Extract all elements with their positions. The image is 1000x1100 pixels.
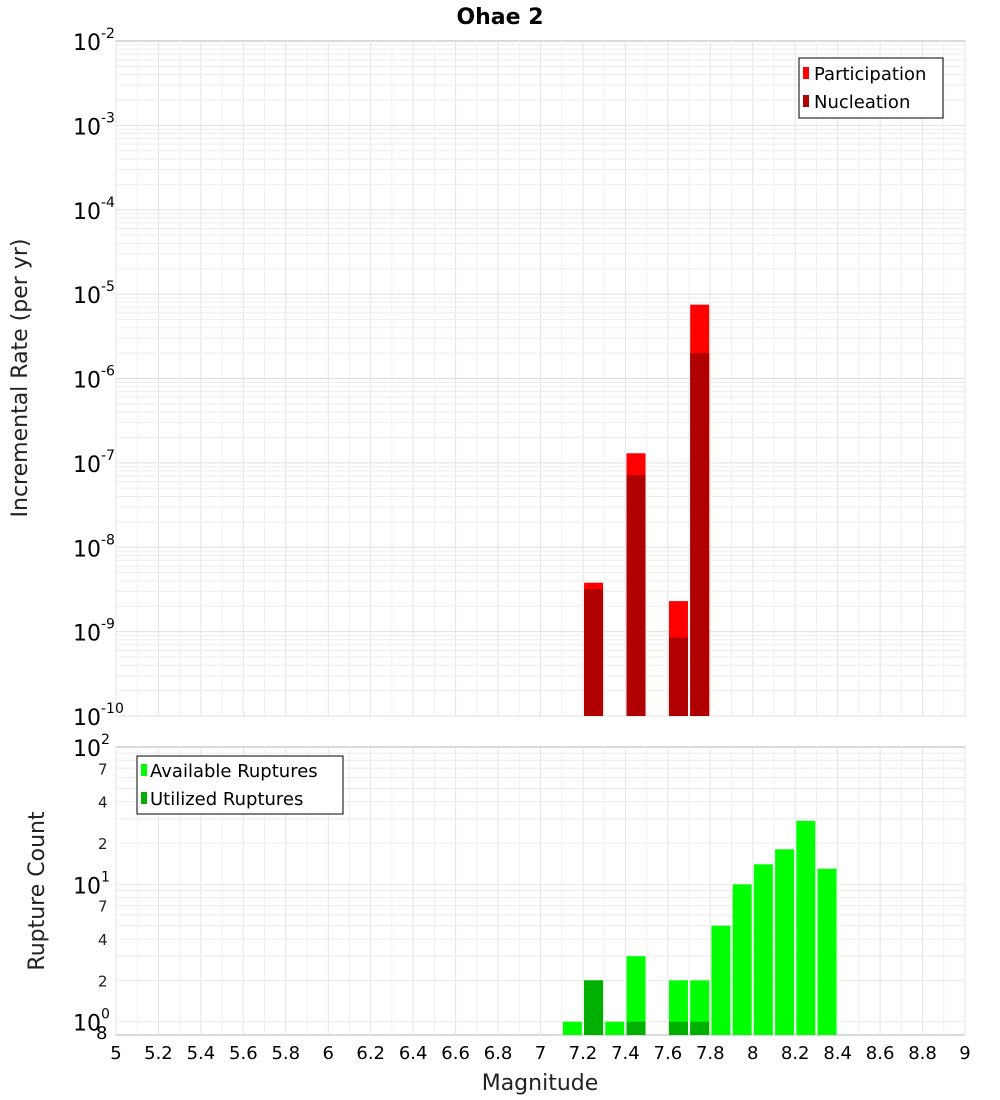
- rate-y-tick-label: 10-4: [73, 195, 115, 225]
- count-bar-available-ruptures: [562, 1021, 582, 1035]
- x-tick-label: 9: [959, 1043, 970, 1064]
- x-tick-label: 5.4: [187, 1043, 216, 1064]
- x-tick-label: 5: [110, 1043, 121, 1064]
- count-bars: [562, 820, 837, 1035]
- x-tick-label: 8.8: [908, 1043, 937, 1064]
- legend-swatch-participation: [803, 67, 809, 79]
- rate-y-ticks: 10-10 10-9 10-8 10-7 10-6 10-5 10-4 10-3 10-2: [73, 26, 124, 731]
- x-tick-label: 8: [747, 1043, 758, 1064]
- count-y-tick-label: 101: [73, 869, 110, 899]
- count-bar-utilized-ruptures: [690, 1021, 710, 1035]
- x-tick-label: 7.4: [611, 1043, 640, 1064]
- count-legend-box: [136, 755, 344, 815]
- count-bar-available-ruptures: [817, 868, 837, 1035]
- count-y-minor-tick-label: 2: [98, 972, 108, 990]
- legend-label-available: Available Ruptures: [150, 761, 318, 782]
- count-bar-utilized-ruptures: [668, 1021, 688, 1035]
- legend-swatch-available: [141, 764, 147, 776]
- rate-grid: [115, 41, 966, 717]
- x-tick-label: 6.4: [399, 1043, 428, 1064]
- x-tick-label: 5.8: [271, 1043, 300, 1064]
- x-tick-label: 6.8: [484, 1043, 513, 1064]
- x-tick-label: 8.6: [866, 1043, 895, 1064]
- x-tick-label: 5.6: [229, 1043, 258, 1064]
- count-bar-utilized-ruptures: [626, 1021, 646, 1035]
- rate-y-tick-label: 10-10: [73, 701, 124, 731]
- count-bar-available-ruptures: [605, 1021, 625, 1035]
- rate-legend-box: [798, 57, 944, 119]
- rate-y-tick-label: 10-8: [73, 532, 115, 562]
- count-panel: 100 101 102 8 2 4 7 2 4 7 5 5.2 5.4 5.6 5.8 6 6.2 6.4 6.6…: [25, 732, 971, 1096]
- count-bar-available-ruptures: [753, 864, 773, 1035]
- x-tick-label: 6.6: [441, 1043, 470, 1064]
- count-y-minor-tick-label: 7: [98, 760, 108, 778]
- x-axis-label: Magnitude: [482, 1071, 599, 1096]
- rate-bar-nucleation: [584, 589, 604, 716]
- x-tick-label: 7.2: [569, 1043, 598, 1064]
- rate-y-tick-label: 10-5: [73, 279, 115, 309]
- rate-bar-nucleation: [668, 637, 688, 716]
- count-y-tick-label: 102: [73, 732, 110, 762]
- count-y-minor-tick-label: 8: [96, 1023, 107, 1044]
- count-y-minor-tick-label: 2: [98, 835, 108, 853]
- count-y-axis-label: Rupture Count: [25, 811, 50, 971]
- rate-y-tick-label: 10-3: [73, 110, 115, 140]
- count-bar-available-ruptures: [668, 980, 688, 1035]
- legend-label-participation: Participation: [814, 64, 926, 85]
- x-tick-label: 7.6: [654, 1043, 683, 1064]
- count-bar-available-ruptures: [690, 980, 710, 1035]
- chart-title: Ohae 2: [456, 5, 543, 30]
- count-y-ticks: 100 101 102 8 2 4 7 2 4 7: [73, 732, 110, 1044]
- rate-bar-nucleation: [626, 474, 646, 716]
- legend-swatch-nucleation: [803, 95, 809, 107]
- count-bar-utilized-ruptures: [584, 980, 604, 1035]
- x-tick-label: 6.2: [356, 1043, 385, 1064]
- rate-y-tick-label: 10-6: [73, 364, 115, 394]
- rate-y-tick-label: 10-9: [73, 617, 115, 647]
- rate-y-axis-label: Incremental Rate (per yr): [8, 239, 33, 518]
- count-y-minor-tick-label: 4: [98, 931, 108, 949]
- rate-bar-nucleation: [690, 353, 710, 716]
- rate-y-tick-label: 10-7: [73, 448, 115, 478]
- legend-label-nucleation: Nucleation: [814, 92, 910, 113]
- x-tick-label: 8.2: [781, 1043, 810, 1064]
- count-bar-available-ruptures: [796, 820, 816, 1035]
- legend-label-utilized: Utilized Ruptures: [150, 789, 303, 810]
- count-bar-available-ruptures: [626, 956, 646, 1035]
- count-bar-available-ruptures: [732, 884, 752, 1035]
- rate-panel: 10-10 10-9 10-8 10-7 10-6 10-5 10-4 10-3 10-2 Oh…: [8, 5, 966, 731]
- count-y-minor-tick-label: 4: [98, 794, 108, 812]
- rate-y-tick-label: 10-2: [73, 26, 115, 56]
- count-x-ticks: 5 5.2 5.4 5.6 5.8 6 6.2 6.4 6.6 6.8 7 7.2 7.4 7.6 7.8 8…: [110, 1043, 970, 1064]
- rate-legend: Participation Nucleation: [798, 57, 944, 119]
- x-tick-label: 7.8: [696, 1043, 725, 1064]
- legend-swatch-utilized: [141, 792, 147, 804]
- count-legend: Available Ruptures Utilized Ruptures: [136, 755, 344, 815]
- x-tick-label: 7: [535, 1043, 546, 1064]
- count-y-minor-tick-label: 7: [98, 898, 108, 916]
- x-tick-label: 8.4: [823, 1043, 852, 1064]
- x-tick-label: 5.2: [144, 1043, 173, 1064]
- x-tick-label: 6: [323, 1043, 334, 1064]
- count-y-tick-label: 100: [73, 1007, 110, 1037]
- count-grid: [115, 747, 966, 1035]
- rate-bars: [584, 304, 710, 716]
- count-bar-available-ruptures: [711, 925, 731, 1035]
- count-bar-available-ruptures: [775, 849, 795, 1035]
